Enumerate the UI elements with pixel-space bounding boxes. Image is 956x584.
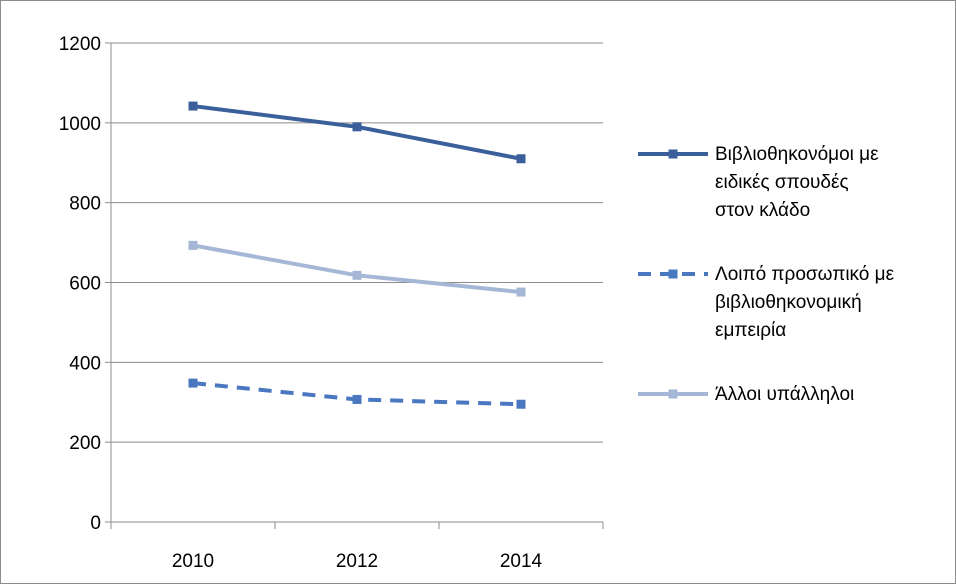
- series-1-marker: [188, 101, 198, 111]
- x-tick-label: 2014: [500, 551, 543, 572]
- legend-swatch-marker-1: [668, 149, 678, 159]
- series-2-marker: [188, 378, 198, 388]
- legend-label-1: ειδικές σπουδές: [715, 172, 849, 193]
- legend-label-2: βιβλιοθηκονομική: [715, 292, 862, 313]
- legend-swatch-marker-2: [668, 269, 678, 279]
- series-2-marker: [516, 399, 526, 409]
- series-2-marker: [352, 394, 362, 404]
- y-tick-label: 1000: [59, 114, 101, 135]
- legend-label-2: Λοιπό προσωπικό με: [715, 264, 895, 285]
- y-tick-label: 800: [69, 194, 101, 215]
- y-tick-label: 200: [69, 433, 101, 454]
- legend-label-1: Βιβλιοθηκονόμοι με: [715, 144, 879, 165]
- y-tick-label: 600: [69, 274, 101, 295]
- series-1-marker: [516, 154, 526, 164]
- x-tick-label: 2010: [172, 551, 214, 572]
- series-3-marker: [516, 287, 526, 297]
- y-tick-label: 0: [90, 513, 101, 534]
- x-tick-label: 2012: [336, 551, 378, 572]
- series-3-marker: [188, 240, 198, 250]
- legend-label-2: εμπειρία: [715, 320, 786, 341]
- legend-swatch-marker-3: [668, 389, 678, 399]
- legend-label-3: Άλλοι υπάλληλοι: [715, 384, 854, 405]
- series-line-3: [191, 243, 523, 295]
- series-1-marker: [352, 122, 362, 132]
- y-tick-label: 1200: [59, 34, 101, 55]
- y-tick-label: 400: [69, 353, 101, 374]
- series-3-marker: [352, 270, 362, 280]
- legend-label-1: στον κλάδο: [715, 200, 810, 221]
- series-line-1: [191, 104, 523, 161]
